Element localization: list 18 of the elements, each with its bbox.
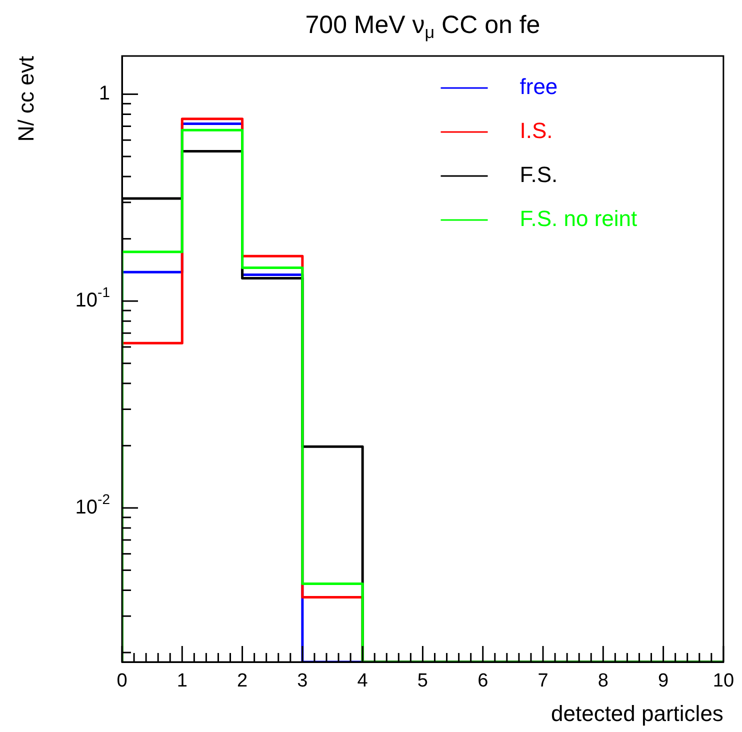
x-tick-label: 2 (237, 670, 248, 692)
x-tick-label: 9 (658, 670, 669, 692)
legend-label: I.S. (520, 118, 553, 144)
x-tick-label: 1 (176, 670, 188, 692)
x-tick-label: 10 (712, 670, 734, 692)
x-tick-label: 5 (417, 670, 428, 692)
x-tick-label: 7 (538, 670, 548, 692)
y-axis-title: N/ cc evt (13, 56, 38, 142)
legend-label: free (520, 74, 558, 100)
x-tick-label: 0 (116, 670, 128, 692)
x-tick-label: 3 (297, 670, 308, 692)
legend-label: F.S. (520, 162, 558, 188)
x-axis-title: detected particles (550, 700, 724, 726)
legend-label: F.S. no reint (520, 206, 638, 232)
x-tick-label: 6 (478, 670, 488, 692)
x-tick-label: 8 (598, 670, 608, 692)
y-tick-label: 1 (98, 82, 110, 105)
x-tick-label: 4 (357, 670, 368, 692)
